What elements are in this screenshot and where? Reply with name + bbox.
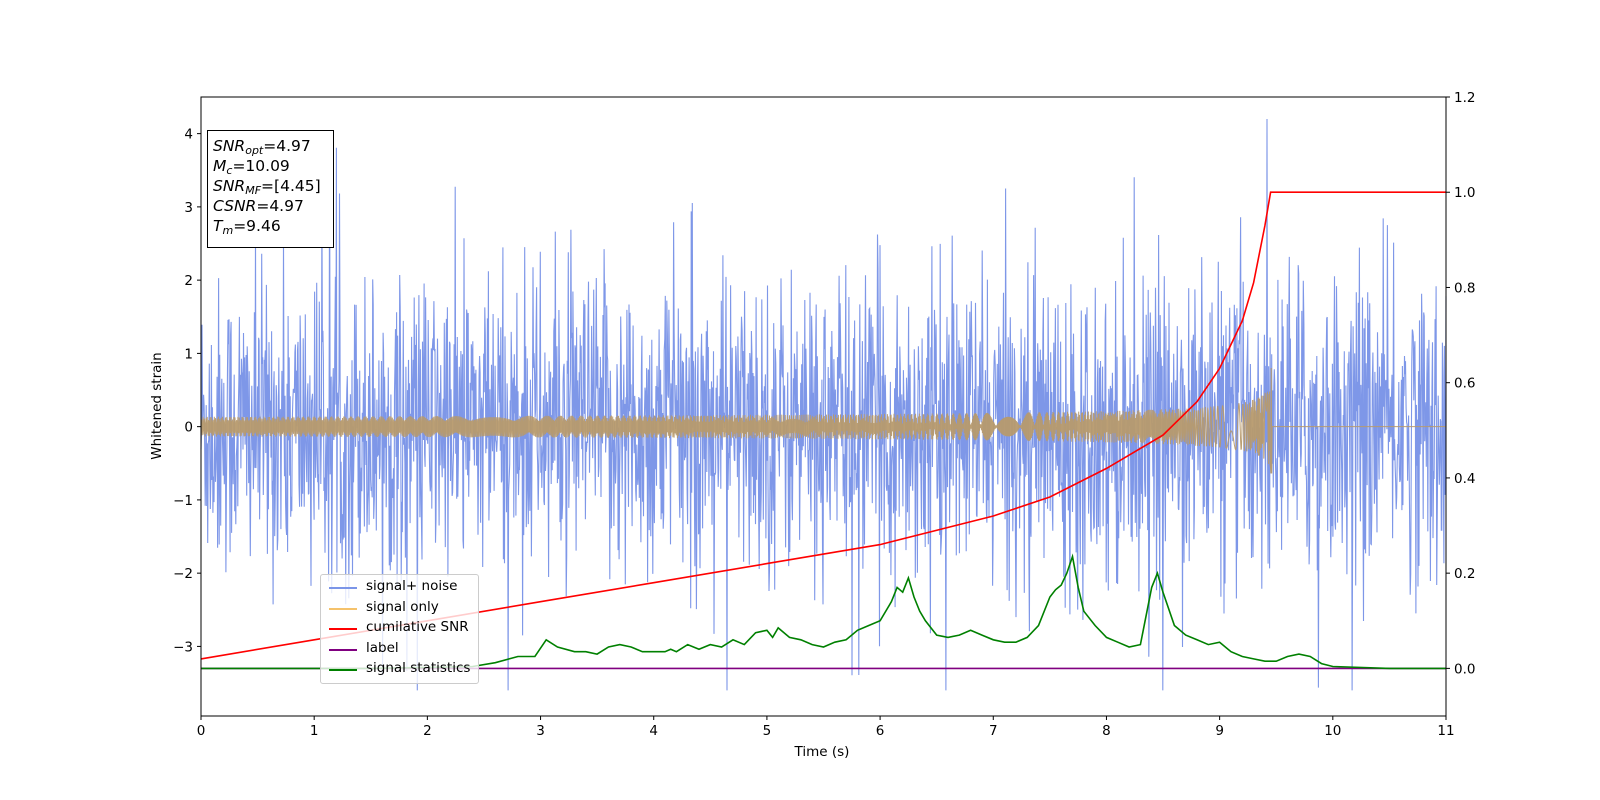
y-right-tick-label: 0.6 xyxy=(1454,376,1475,392)
legend-item-cumulative-snr: cumilative SNR xyxy=(321,618,478,639)
x-tick-label: 9 xyxy=(1215,723,1224,739)
annotation-snr-mf: SNRMF=[4.45] xyxy=(213,177,321,197)
x-tick-label: 2 xyxy=(423,723,432,739)
legend-swatch xyxy=(329,648,357,651)
x-axis: 0 1 2 3 4 5 6 7 8 9 10 11 xyxy=(197,716,1455,739)
y-right-tick-label: 1.2 xyxy=(1454,90,1475,106)
annotation-snr-opt: SNRopt=4.97 xyxy=(213,137,311,157)
annotation-csnr: CSNR=4.97 xyxy=(213,197,304,215)
y-left-tick-label: −1 xyxy=(173,493,193,509)
legend-swatch xyxy=(329,669,357,672)
legend-swatch xyxy=(329,607,357,610)
y-right-tick-label: 0.2 xyxy=(1454,566,1475,582)
y-left-tick-label: −2 xyxy=(173,566,193,582)
x-tick-label: 8 xyxy=(1102,723,1111,739)
x-tick-label: 10 xyxy=(1324,723,1341,739)
x-tick-label: 5 xyxy=(763,723,772,739)
legend-item-label: label xyxy=(321,639,478,660)
legend-swatch xyxy=(329,628,357,631)
y-right-tick-label: 0.0 xyxy=(1454,661,1475,677)
x-axis-label: Time (s) xyxy=(794,744,850,760)
legend-item-signal-noise: signal+ noise xyxy=(321,577,478,598)
y-left-tick-label: 1 xyxy=(184,346,193,362)
legend: signal+ noise signal only cumilative SNR… xyxy=(320,574,479,684)
y-left-tick-label: 4 xyxy=(184,127,193,143)
plot-frame xyxy=(200,96,1447,717)
legend-item-signal-statistics: signal statistics xyxy=(321,659,478,680)
y-left-tick-label: 2 xyxy=(184,273,193,289)
signal-noise-layer xyxy=(200,118,1447,691)
signal-only-line xyxy=(200,367,1446,474)
annotation-box: SNRopt=4.97 Mc=10.09 SNRMF=[4.45] CSNR=4… xyxy=(207,130,334,248)
annotation-mc: Mc=10.09 xyxy=(213,157,290,177)
annotation-tm: Tm=9.46 xyxy=(213,217,281,237)
y-axis-left: 4 3 2 1 0 −1 −2 −3 xyxy=(173,127,201,655)
x-tick-label: 0 xyxy=(197,723,206,739)
legend-item-signal-only: signal only xyxy=(321,598,478,619)
x-tick-label: 7 xyxy=(989,723,998,739)
y-right-tick-label: 0.8 xyxy=(1454,280,1475,296)
y-left-tick-label: −3 xyxy=(173,639,193,655)
x-tick-label: 1 xyxy=(310,723,319,739)
y-right-tick-label: 1.0 xyxy=(1454,185,1475,201)
y-right-tick-label: 0.4 xyxy=(1454,471,1475,487)
x-tick-label: 4 xyxy=(649,723,658,739)
y-axis-right: 1.2 1.0 0.8 0.6 0.4 0.2 0.0 xyxy=(1446,90,1475,677)
cumulative-snr-line xyxy=(200,191,1446,660)
y-left-tick-label: 0 xyxy=(184,420,193,436)
signal-only-layer xyxy=(200,367,1446,474)
x-tick-label: 3 xyxy=(536,723,545,739)
signal-noise-line xyxy=(200,118,1447,691)
x-tick-label: 11 xyxy=(1437,723,1454,739)
y-left-tick-label: 3 xyxy=(184,200,193,216)
legend-swatch xyxy=(329,587,357,589)
x-tick-label: 6 xyxy=(876,723,885,739)
signal-statistics-line xyxy=(201,553,1446,670)
y-axis-label: Whitened strain xyxy=(149,352,165,459)
